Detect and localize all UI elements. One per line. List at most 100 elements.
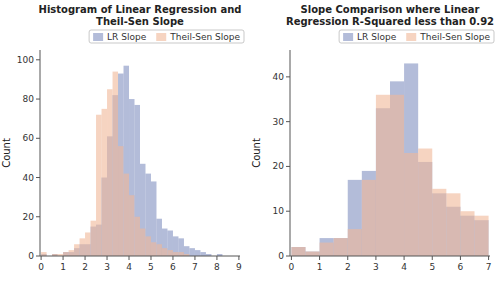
x-tick (460, 256, 461, 260)
histogram-bar (195, 250, 200, 256)
legend: LR SlopeTheil-Sen Slope (89, 30, 244, 43)
histogram-bar (446, 193, 460, 256)
y-tick-label: 30 (273, 117, 285, 127)
histogram-bar (305, 252, 319, 256)
legend-frame (339, 30, 494, 43)
x-tick-label: 1 (60, 262, 66, 272)
x-tick-label: 7 (486, 262, 492, 272)
x-tick (63, 256, 64, 260)
histogram-bar (41, 252, 46, 256)
histogram-bar (124, 66, 129, 256)
x-tick-label: 5 (148, 262, 154, 272)
x-tick (375, 256, 376, 260)
title-line: Regression R-Squared less than 0.92 (286, 16, 494, 27)
x-tick (150, 256, 151, 260)
y-tick-label: 0 (28, 251, 34, 261)
legend-swatch (406, 33, 416, 41)
histogram-bar (362, 171, 376, 256)
y-tick (286, 121, 290, 122)
y-tick (286, 76, 290, 77)
histogram-bar (460, 211, 474, 256)
histogram-bar (173, 236, 178, 256)
histogram-bar (151, 181, 156, 256)
y-tick (36, 216, 40, 217)
histogram-bar (140, 164, 145, 256)
x-tick-label: 0 (289, 262, 295, 272)
x-tick-label: 5 (429, 262, 435, 272)
x-tick (107, 256, 108, 260)
histogram-bar (156, 219, 161, 256)
histogram-bar (404, 63, 418, 256)
y-tick-label: 80 (23, 94, 35, 104)
title-line: Slope Comparison where Linear (301, 4, 480, 15)
legend-swatch (156, 33, 166, 41)
histogram-bar (118, 74, 123, 256)
x-tick-label: 9 (236, 262, 242, 272)
y-axis-label: Count (1, 138, 12, 168)
x-tick-label: 6 (458, 262, 464, 272)
histogram-bar (376, 95, 390, 256)
histogram-bar (140, 229, 145, 256)
histogram-bar (167, 250, 172, 256)
histogram-bar (320, 243, 334, 256)
histogram-bar (390, 95, 404, 256)
panel: Histogram of Linear Regression andTheil-… (1, 4, 244, 272)
histogram-bar (107, 89, 112, 256)
histogram-bar (418, 149, 432, 256)
histogram-bar (96, 115, 101, 256)
histogram-bar (129, 195, 134, 256)
histogram-bar (200, 252, 205, 256)
histogram-bar (305, 252, 319, 256)
bars (291, 63, 488, 256)
x-tick (238, 256, 239, 260)
histogram-bar (404, 153, 418, 256)
chart-title: Slope Comparison where LinearRegression … (286, 4, 494, 27)
legend-label: LR Slope (357, 32, 397, 42)
x-tick (129, 256, 130, 260)
histogram-bar (184, 246, 189, 256)
x-tick (404, 256, 405, 260)
chart-canvas: Histogram of Linear Regression andTheil-… (0, 0, 500, 282)
x-tick-label: 3 (104, 262, 110, 272)
histogram-bar (69, 250, 74, 256)
title-line: Theil-Sen Slope (96, 16, 184, 27)
histogram-bar (348, 180, 362, 256)
histogram-bar (291, 247, 305, 256)
histogram-bar (291, 247, 305, 256)
y-tick (36, 256, 40, 257)
y-axis-label: Count (251, 138, 262, 168)
y-tick (286, 211, 290, 212)
histogram-bar (156, 244, 161, 256)
y-tick (36, 177, 40, 178)
x-tick (432, 256, 433, 260)
histogram-bar (80, 238, 85, 256)
histogram-bar (145, 236, 150, 256)
x-tick (319, 256, 320, 260)
histogram-bar (189, 248, 194, 256)
y-tick-label: 60 (23, 133, 35, 143)
x-tick-label: 8 (214, 262, 220, 272)
x-tick (488, 256, 489, 260)
x-tick-label: 7 (192, 262, 198, 272)
x-tick-label: 0 (38, 262, 44, 272)
histogram-bar (151, 242, 156, 256)
histogram-bar (63, 252, 68, 256)
histogram-bar (173, 252, 178, 256)
histogram-bar (135, 105, 140, 256)
y-tick-label: 10 (273, 206, 285, 216)
bars (41, 66, 222, 256)
x-axis-line (40, 256, 240, 257)
y-tick (286, 166, 290, 167)
legend-swatch (343, 33, 353, 41)
histogram-bar (334, 238, 348, 256)
x-tick-label: 3 (373, 262, 379, 272)
x-tick (41, 256, 42, 260)
y-axis-line (290, 50, 291, 256)
histogram-bar (63, 252, 68, 256)
x-tick (291, 256, 292, 260)
histogram-bar (178, 238, 183, 256)
histogram-bar (91, 221, 96, 256)
y-tick-label: 20 (23, 212, 35, 222)
legend-label: Theil-Sen Slope (419, 32, 490, 42)
histogram-bar (85, 232, 90, 256)
